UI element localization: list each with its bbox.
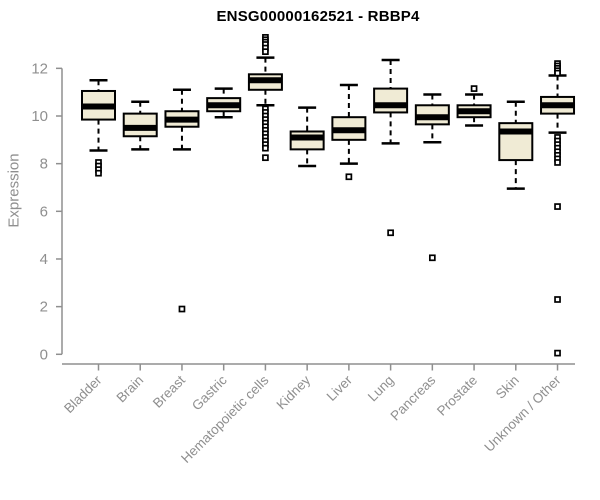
outlier-point: [262, 144, 269, 152]
boxplot-kidney: [289, 106, 325, 168]
y-tick-label: 6: [40, 203, 48, 220]
boxplot-breast: [164, 88, 200, 313]
outlier-point: [470, 85, 478, 92]
x-tick-label: Skin: [493, 373, 522, 402]
x-tick-label: Liver: [324, 372, 356, 404]
x-tick-label: Brain: [113, 373, 146, 406]
y-tick-label: 4: [40, 251, 48, 268]
y-tick-label: 2: [40, 299, 48, 316]
x-tick-label: Unknown / Other: [481, 372, 564, 455]
boxplot-gastric: [206, 87, 242, 119]
outlier-point: [262, 154, 269, 162]
x-tick-label: Gastric: [189, 372, 230, 413]
boxplot-lung: [373, 58, 409, 237]
y-axis: [56, 67, 63, 356]
boxplot-prostate: [456, 85, 492, 127]
outlier-point: [554, 203, 561, 210]
chart-title: ENSG00000162521 - RBBP4: [216, 8, 420, 25]
y-tick-label: 0: [40, 346, 48, 363]
outlier-point: [554, 296, 561, 303]
outlier-point: [262, 48, 269, 56]
outlier-point: [428, 254, 436, 262]
outlier-point: [95, 169, 102, 177]
boxplot-brain: [122, 100, 158, 151]
boxplot-bladder: [81, 79, 116, 177]
outlier-point: [387, 229, 394, 237]
boxplot-unknown-other: [540, 60, 576, 357]
boxplot-pancreas: [414, 93, 450, 262]
boxplot-liver: [331, 83, 367, 181]
x-tick-label: Breast: [150, 372, 188, 410]
x-tick-label: Prostate: [434, 373, 480, 419]
x-tick-label: Bladder: [61, 372, 105, 416]
outlier-point: [345, 173, 353, 181]
boxplot-skin: [498, 100, 534, 190]
outlier-point: [554, 349, 561, 357]
boxplot-hematopoietic-cells: [247, 34, 283, 162]
y-tick-label: 8: [40, 156, 48, 173]
x-axis: [62, 363, 575, 371]
y-tick-label: 12: [31, 60, 48, 77]
x-tick-label: Lung: [365, 373, 397, 405]
outlier-point: [554, 69, 561, 77]
x-tick-label: Kidney: [273, 372, 313, 412]
iqr-box: [373, 87, 409, 114]
outlier-point: [178, 305, 186, 313]
outlier-point: [554, 159, 561, 166]
y-tick-label: 10: [31, 108, 48, 125]
x-tick-label: Pancreas: [388, 372, 439, 423]
